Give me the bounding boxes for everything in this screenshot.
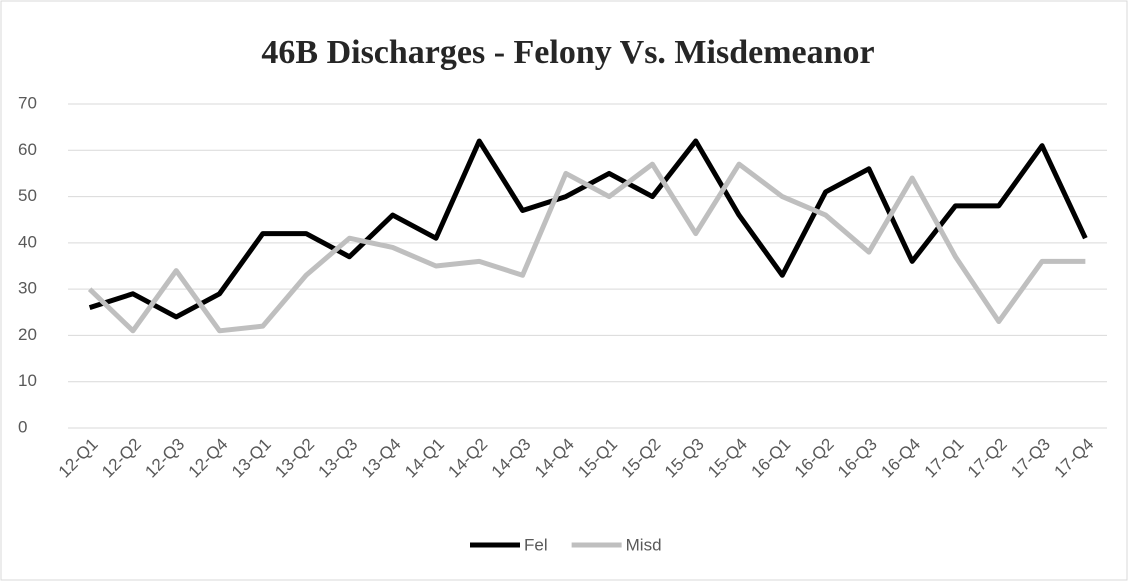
y-tick-label: 0 [18, 417, 27, 436]
y-tick-label: 30 [18, 279, 37, 298]
y-tick-label: 50 [18, 186, 37, 205]
y-tick-label: 20 [18, 325, 37, 344]
chart-title: 46B Discharges - Felony Vs. Misdemeanor [261, 34, 874, 71]
legend-label: Misd [626, 535, 662, 554]
series-line [87, 161, 1086, 334]
y-tick-label: 70 [18, 93, 37, 112]
y-tick-label: 10 [18, 371, 37, 390]
legend-label: Fel [524, 535, 548, 554]
y-tick-label: 40 [18, 232, 37, 251]
y-tick-label: 60 [18, 140, 37, 159]
